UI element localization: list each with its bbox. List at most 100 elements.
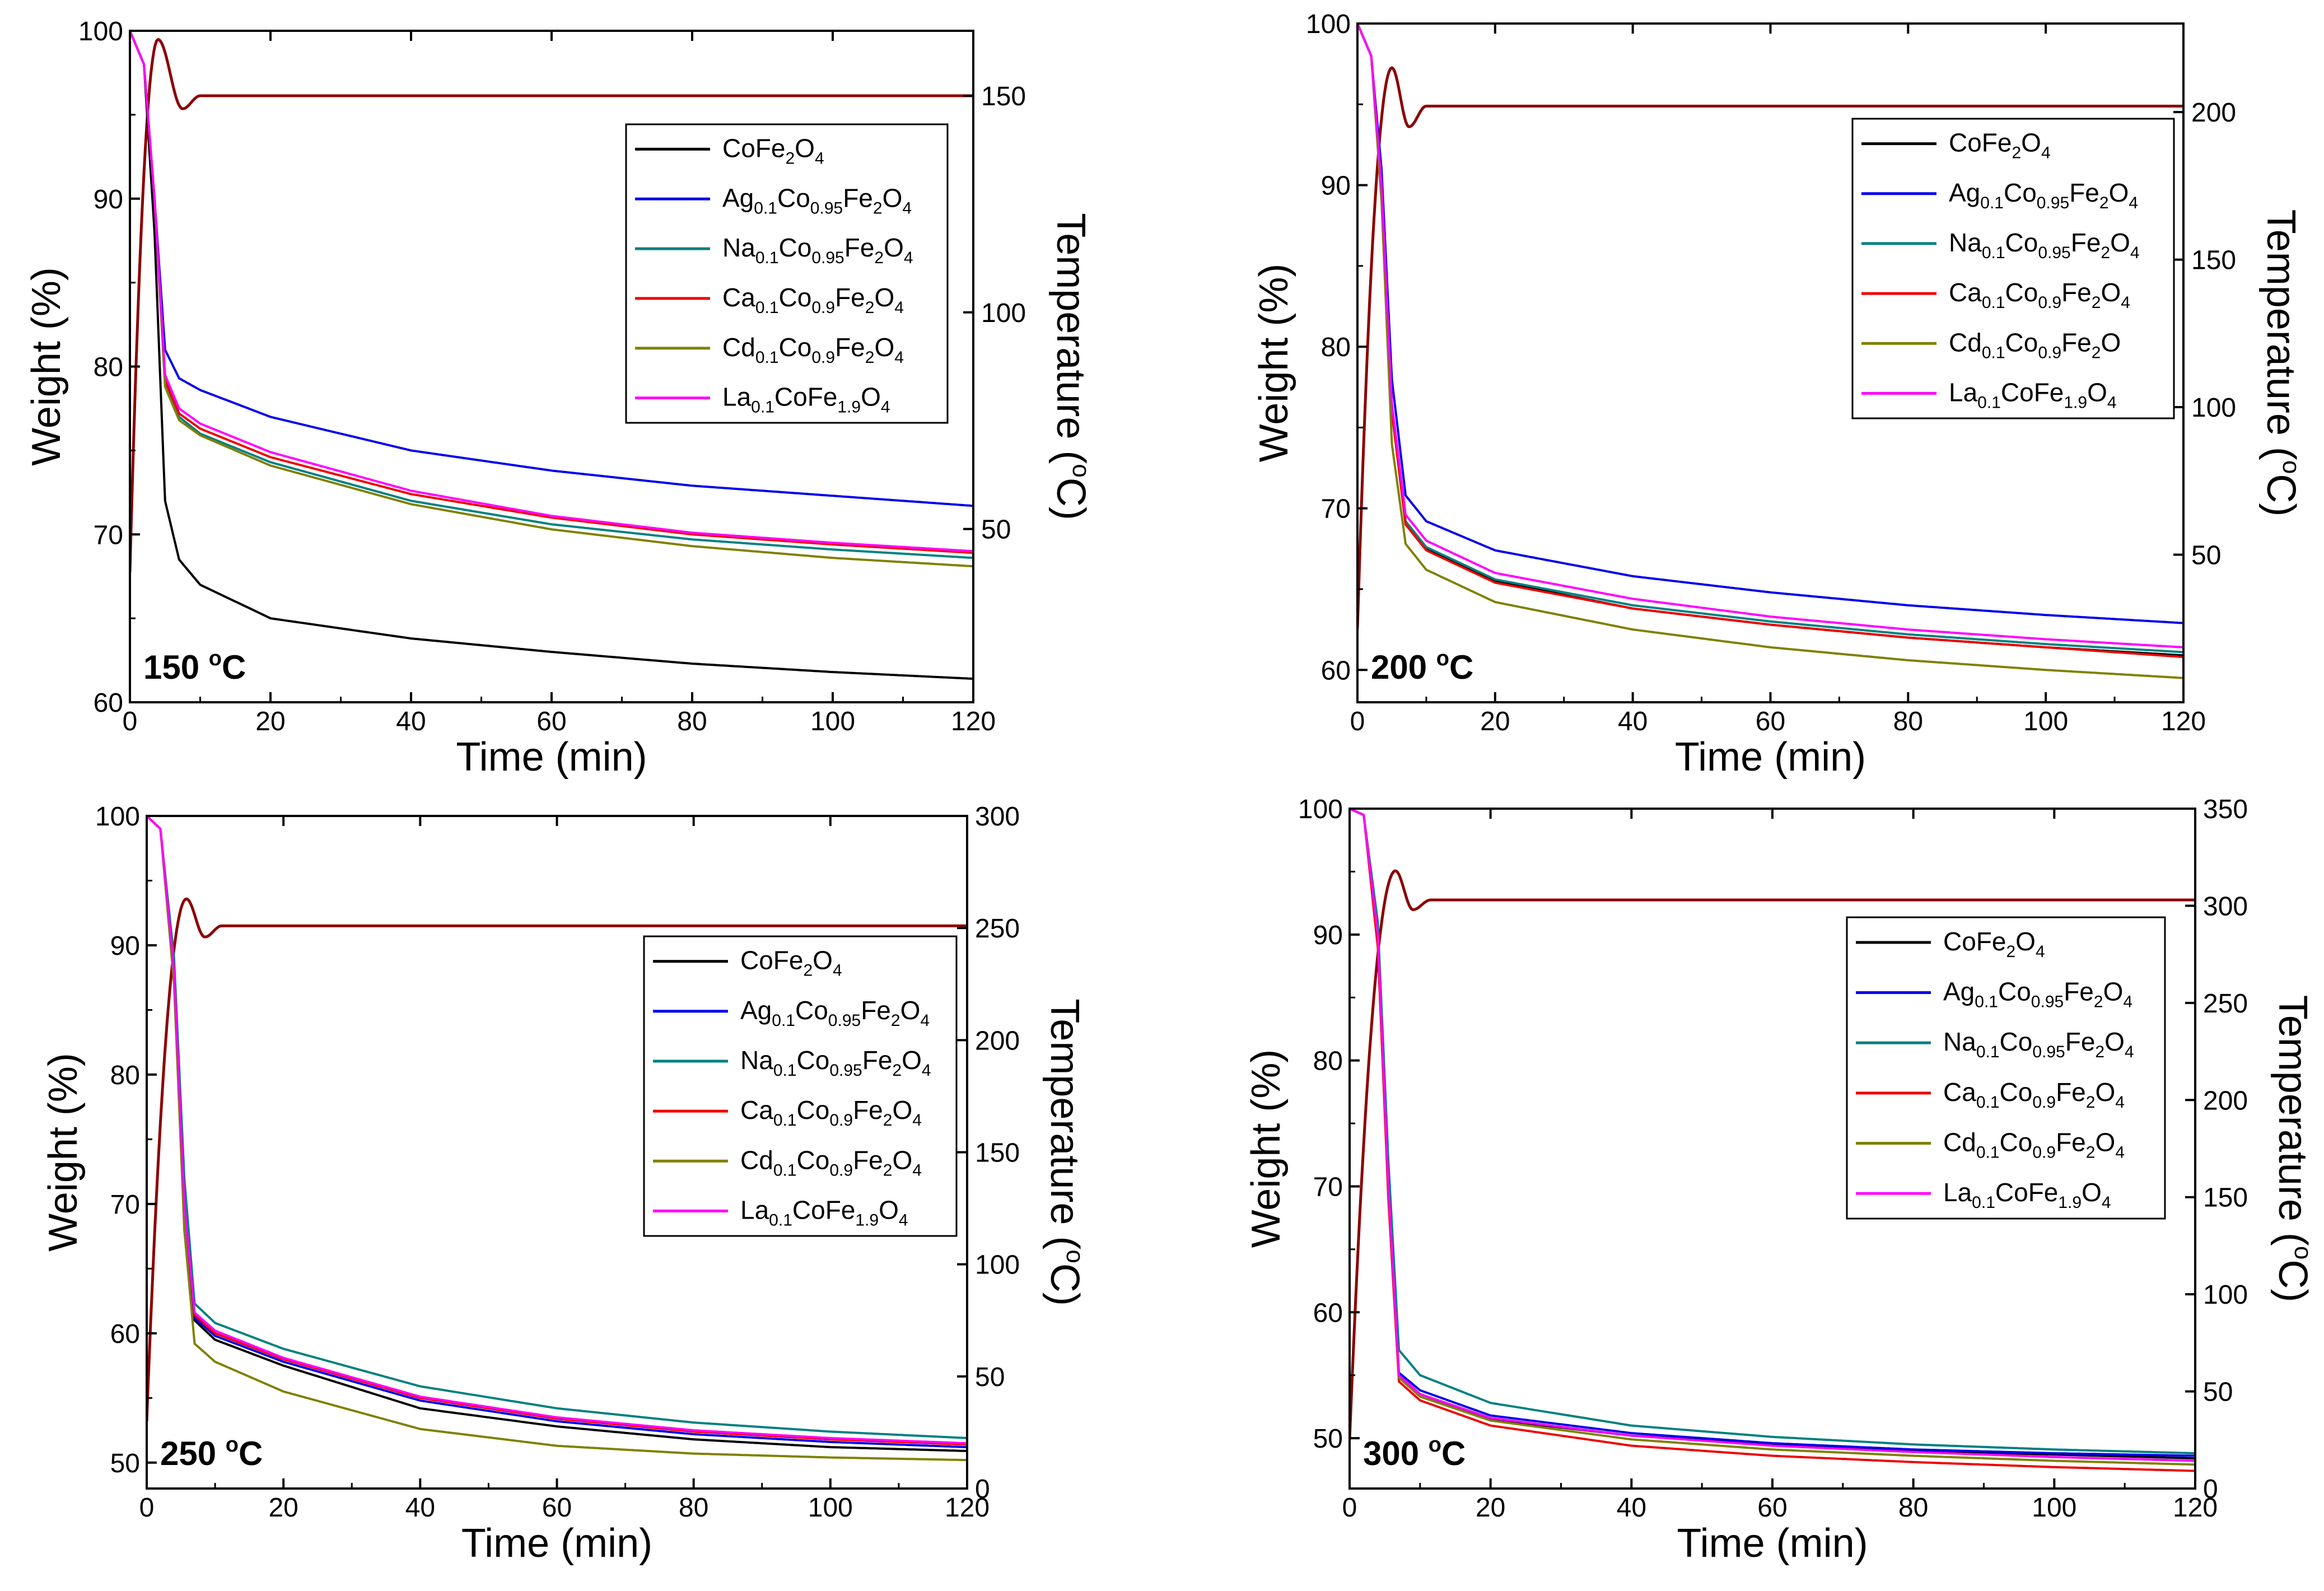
x-tick-label: 120 — [945, 1493, 990, 1523]
x-tick-label: 60 — [1756, 707, 1785, 736]
plot-curves — [1350, 809, 2195, 1472]
plot-curves — [130, 31, 973, 680]
series-line-1 — [1350, 809, 2195, 1457]
x-tick-label: 100 — [2032, 1493, 2076, 1523]
legend-label: Cd0.1Co0.9Fe2O4 — [722, 333, 904, 367]
y-tick-label: 90 — [94, 185, 123, 214]
y-tick-label: 60 — [94, 688, 123, 718]
y-tick-label: 70 — [110, 1190, 140, 1220]
legend-label: Na0.1Co0.95Fe2O4 — [722, 233, 913, 267]
y2-tick-label: 100 — [981, 298, 1026, 328]
y2-tick-label: 200 — [2191, 98, 2236, 128]
series-line-2 — [147, 816, 967, 1439]
y2-tick-label: 300 — [975, 802, 1020, 832]
y-tick-label: 70 — [1313, 1172, 1343, 1202]
series-line-4 — [1350, 809, 2195, 1466]
series-line-3 — [147, 816, 967, 1446]
legend-label: Cd0.1Co0.9Fe2O — [1949, 328, 2121, 362]
y-axis-title: Weight (%) — [41, 1053, 86, 1252]
series-line-3 — [130, 31, 973, 554]
y-tick-label: 90 — [1313, 921, 1343, 950]
y-tick-label: 100 — [1298, 795, 1343, 824]
y-tick-label: 90 — [110, 931, 140, 961]
x-tick-label: 60 — [542, 1493, 572, 1523]
y2-tick-label: 50 — [981, 515, 1011, 545]
legend: CoFe2O4 Ag0.1Co0.95Fe2O4 Na0.1Co0.95Fe2O4 C… — [643, 935, 958, 1237]
x-tick-label: 120 — [951, 707, 996, 736]
series-line-5 — [1350, 809, 2195, 1462]
y2-tick-label: 50 — [2203, 1378, 2233, 1407]
legend-label: Na0.1Co0.95Fe2O4 — [740, 1046, 931, 1080]
series-line-0 — [147, 816, 967, 1452]
x-tick-label: 0 — [1350, 707, 1365, 736]
series-line-3 — [1350, 809, 2195, 1472]
x-axis-title: Time (min) — [1675, 735, 1866, 780]
y-axis-title: Weight (%) — [24, 267, 69, 466]
x-tick-label: 100 — [808, 1493, 853, 1523]
x-tick-label: 20 — [1476, 1493, 1505, 1523]
legend-label: La0.1CoFe1.9O4 — [722, 382, 890, 417]
y2-tick-label: 150 — [2191, 246, 2236, 276]
series-line-5 — [1357, 24, 2183, 648]
x-tick-label: 20 — [268, 1493, 298, 1523]
panel-temperature-label: 250 oC — [160, 1433, 263, 1472]
y2-tick-label: 250 — [2203, 989, 2248, 1019]
x-tick-label: 80 — [1898, 1493, 1928, 1523]
y2-tick-label: 250 — [975, 914, 1020, 944]
x-tick-label: 20 — [255, 707, 285, 736]
series-line-2 — [1357, 24, 2183, 654]
x-axis-title: Time (min) — [456, 735, 647, 780]
x-axis-title: Time (min) — [1677, 1521, 1868, 1566]
x-tick-label: 40 — [396, 707, 426, 736]
legend-label: La0.1CoFe1.9O4 — [1943, 1178, 2111, 1212]
x-tick-label: 0 — [123, 707, 138, 736]
series-line-2 — [130, 31, 973, 559]
y-tick-label: 80 — [94, 353, 123, 382]
panel-temperature-label: 200 oC — [1371, 647, 1473, 686]
legend-label: CoFe2O4 — [722, 133, 824, 167]
legend-label: Ag0.1Co0.95Fe2O4 — [1943, 977, 2132, 1011]
legend-label: Ca0.1Co0.9Fe2O4 — [722, 283, 904, 317]
temperature-curve — [1357, 66, 2183, 629]
y2-tick-label: 50 — [975, 1363, 1005, 1392]
y-tick-label: 60 — [1313, 1298, 1343, 1328]
y-tick-label: 100 — [78, 17, 123, 46]
legend-label: CoFe2O4 — [740, 946, 842, 980]
chart-panel-150: 0 20 40 60 80 100 120 60 70 80 90 100 50 100 150 Time (… — [24, 17, 1095, 780]
y2-axis-title: Temperature (oC) — [1042, 999, 1089, 1306]
y2-tick-label: 50 — [2191, 541, 2221, 571]
legend-label: La0.1CoFe1.9O4 — [1949, 377, 2117, 412]
x-tick-label: 0 — [1342, 1493, 1357, 1523]
series-line-4 — [1357, 24, 2183, 679]
legend-label: Ag0.1Co0.95Fe2O4 — [722, 183, 912, 217]
series-line-4 — [130, 31, 973, 568]
y2-tick-label: 200 — [975, 1026, 1020, 1056]
y-tick-label: 60 — [1321, 656, 1351, 685]
legend-label: Na0.1Co0.95Fe2O4 — [1943, 1027, 2134, 1061]
legend-label: Na0.1Co0.95Fe2O4 — [1949, 228, 2140, 262]
legend-box — [1846, 916, 2166, 1220]
y-axis-title: Weight (%) — [1252, 264, 1296, 463]
y-tick-label: 100 — [95, 802, 140, 832]
y-tick-label: 60 — [110, 1319, 140, 1349]
temperature-curve — [130, 38, 973, 572]
y2-tick-label: 350 — [2203, 795, 2248, 824]
legend-label: Ca0.1Co0.9Fe2O4 — [1943, 1077, 2125, 1112]
y-tick-label: 80 — [1321, 333, 1351, 362]
y2-tick-label: 0 — [2203, 1475, 2218, 1504]
y-tick-label: 100 — [1306, 10, 1351, 39]
plot-curves — [1357, 24, 2183, 679]
y2-tick-label: 150 — [2203, 1183, 2248, 1213]
y-axis-title: Weight (%) — [1244, 1049, 1289, 1248]
y2-axis-title: Temperature (oC) — [2258, 209, 2305, 517]
y-tick-label: 70 — [94, 520, 123, 550]
legend-label: Ca0.1Co0.9Fe2O4 — [1949, 278, 2130, 312]
x-tick-label: 80 — [677, 707, 707, 736]
series-line-4 — [147, 816, 967, 1462]
y2-tick-label: 0 — [975, 1475, 990, 1504]
series-line-2 — [1350, 809, 2195, 1455]
series-line-3 — [1357, 24, 2183, 659]
series-line-0 — [1350, 809, 2195, 1459]
y2-tick-label: 300 — [2203, 892, 2248, 921]
